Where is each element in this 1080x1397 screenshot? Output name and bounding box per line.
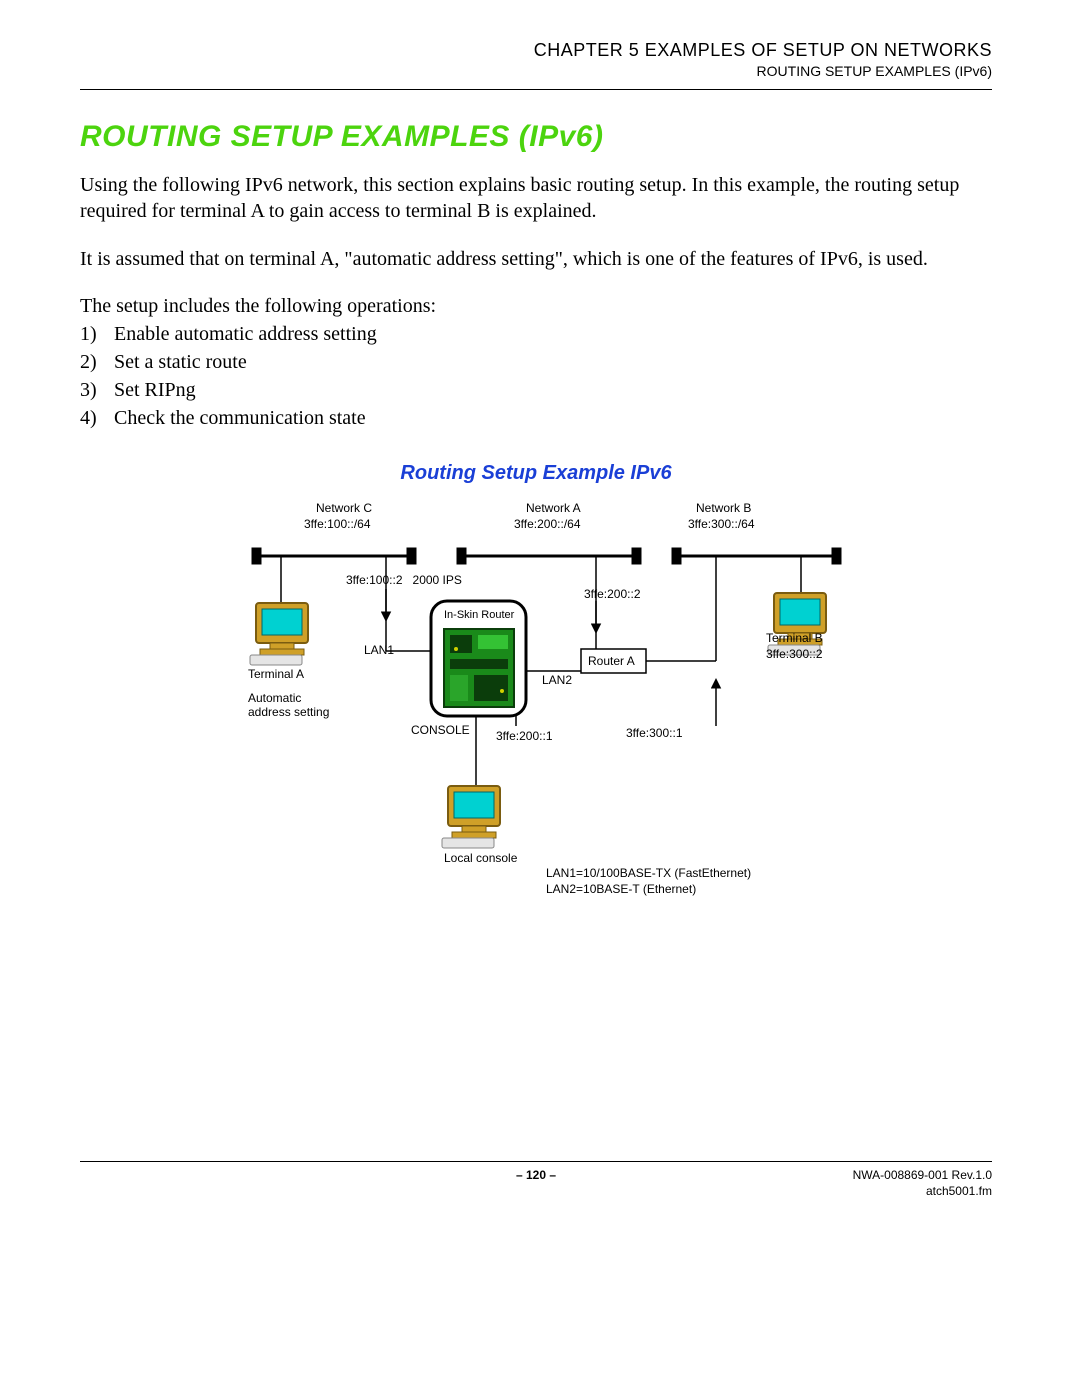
page-title: ROUTING SETUP EXAMPLES (IPv6) <box>80 120 992 154</box>
net-c-cidr: 3ffe:100::/64 <box>304 517 371 531</box>
lan1-ip-label: 3ffe:100::2 2000 IPS <box>346 573 462 587</box>
terminal-a-icon <box>250 603 308 665</box>
netb-router-ip-label: 3ffe:300::1 <box>626 726 683 740</box>
terminal-a-label: Terminal A <box>248 667 304 681</box>
header-rule <box>80 89 992 90</box>
local-console-label: Local console <box>444 851 517 865</box>
network-diagram: Network C 3ffe:100::/64 Network A 3ffe:2… <box>226 501 846 911</box>
net-b-label: Network B <box>696 501 751 515</box>
net-c-label: Network C <box>316 501 372 515</box>
legend-2: LAN2=10BASE-T (Ethernet) <box>546 882 696 896</box>
terminal-b-icon <box>768 593 826 655</box>
terminal-b-label: Terminal B <box>766 631 823 645</box>
inskin-label: In-Skin Router <box>444 609 514 621</box>
net-a-label: Network A <box>526 501 581 515</box>
ops-item: Set a static route <box>114 348 247 376</box>
chapter-line: CHAPTER 5 EXAMPLES OF SETUP ON NETWORKS <box>80 40 992 61</box>
terminal-a-sub1: Automatic <box>248 691 301 705</box>
lan1-label: LAN1 <box>364 643 394 657</box>
lan2-label: LAN2 <box>542 673 572 687</box>
footer-rule <box>80 1161 992 1162</box>
router-a-ip-label: 3ffe:200::2 <box>584 587 641 601</box>
diagram-title: Routing Setup Example IPv6 <box>80 462 992 485</box>
ops-intro: The setup includes the following operati… <box>80 292 992 320</box>
ops-item: Enable automatic address setting <box>114 320 377 348</box>
console-label: CONSOLE <box>411 723 470 737</box>
header-subtitle: ROUTING SETUP EXAMPLES (IPv6) <box>80 63 992 79</box>
terminal-a-sub2: address setting <box>248 705 329 719</box>
net-a-cidr: 3ffe:200::/64 <box>514 517 581 531</box>
ops-item: Set RIPng <box>114 376 196 404</box>
router-a-label: Router A <box>588 654 635 668</box>
intro-paragraph-1: Using the following IPv6 network, this s… <box>80 172 992 224</box>
legend-1: LAN1=10/100BASE-TX (FastEthernet) <box>546 866 751 880</box>
local-console-icon <box>442 786 500 848</box>
ops-item: Check the communication state <box>114 404 366 432</box>
intro-paragraph-2: It is assumed that on terminal A, "autom… <box>80 246 992 272</box>
page-number: – 120 – <box>384 1168 688 1182</box>
footer-doc-id: NWA-008869-001 Rev.1.0 <box>688 1168 992 1184</box>
footer-filename: atch5001.fm <box>688 1184 992 1200</box>
terminal-b-ip: 3ffe:300::2 <box>766 647 823 661</box>
lan2-ip-label: 3ffe:200::1 <box>496 729 553 743</box>
net-b-cidr: 3ffe:300::/64 <box>688 517 755 531</box>
ops-list: 1)Enable automatic address setting 2)Set… <box>80 320 992 432</box>
